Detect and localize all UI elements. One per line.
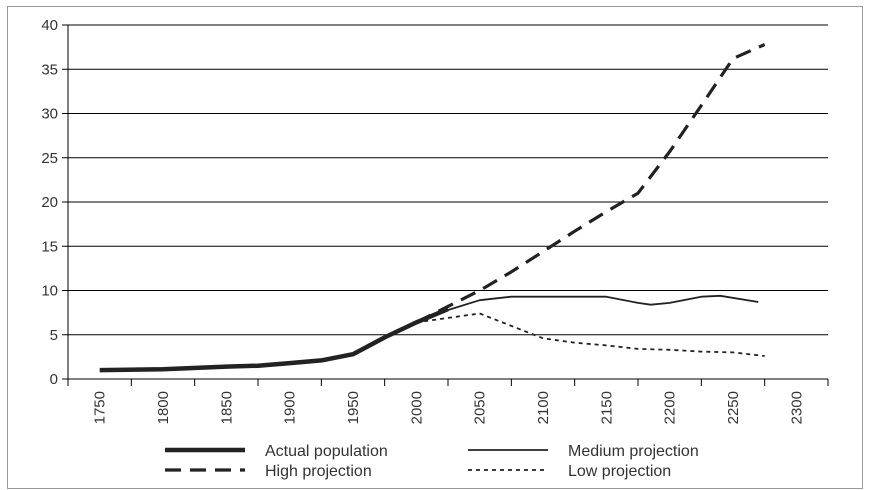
y-tick-label-25: 25 bbox=[41, 150, 58, 167]
legend-label-actual-population: Actual population bbox=[265, 443, 388, 460]
y-tick-label-10: 10 bbox=[41, 283, 58, 300]
y-axis: 0 5 10 15 20 25 30 35 40 bbox=[41, 17, 69, 388]
x-tick-label-2250: 2250 bbox=[725, 391, 742, 424]
x-tick-label-2050: 2050 bbox=[472, 391, 489, 424]
x-tick-label-1900: 1900 bbox=[282, 391, 299, 424]
legend: Actual population Medium projection High p… bbox=[165, 443, 699, 480]
x-tick-label-1750: 1750 bbox=[92, 391, 109, 424]
y-tick-label-15: 15 bbox=[41, 238, 58, 255]
gridlines bbox=[68, 24, 828, 336]
x-tick-label-1800: 1800 bbox=[155, 391, 172, 424]
x-axis: 1750 1800 1850 1900 1950 2000 2050 2100 2150 2200… bbox=[67, 378, 829, 424]
x-tick-label-2000: 2000 bbox=[408, 391, 425, 424]
series-line-low-projection bbox=[416, 312, 765, 357]
y-tick-label-30: 30 bbox=[41, 106, 58, 123]
legend-label-high-projection: High projection bbox=[265, 463, 372, 480]
y-tick-label-5: 5 bbox=[50, 327, 58, 344]
x-tick-label-2200: 2200 bbox=[662, 391, 679, 424]
series-line-actual-population bbox=[99, 307, 449, 373]
x-tick-label-2100: 2100 bbox=[535, 391, 552, 424]
chart-frame bbox=[7, 6, 863, 489]
y-tick-label-40: 40 bbox=[41, 17, 58, 34]
y-tick-label-0: 0 bbox=[50, 371, 58, 388]
x-tick-label-1850: 1850 bbox=[218, 391, 235, 424]
series-line-medium-projection bbox=[415, 294, 759, 324]
x-tick-label-2300: 2300 bbox=[788, 391, 805, 424]
x-tick-label-1950: 1950 bbox=[345, 391, 362, 424]
y-tick-label-35: 35 bbox=[41, 61, 58, 78]
y-tick-label-20: 20 bbox=[41, 194, 58, 211]
x-tick-label-2150: 2150 bbox=[598, 391, 615, 424]
series-line-high-projection bbox=[415, 43, 766, 324]
series-lines bbox=[99, 43, 766, 373]
legend-label-medium-projection: Medium projection bbox=[568, 443, 699, 460]
legend-label-low-projection: Low projection bbox=[568, 463, 671, 480]
